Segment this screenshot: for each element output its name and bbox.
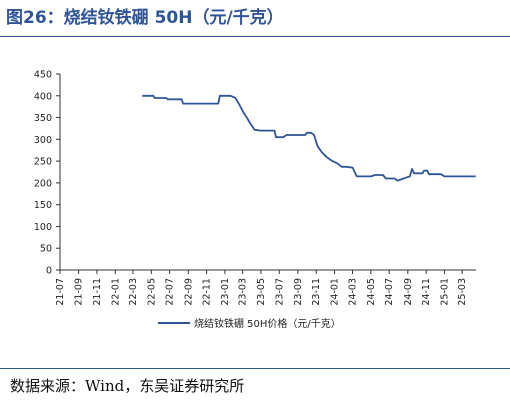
y-tick-label: 0: [46, 266, 52, 277]
x-tick-label: 23-09: [293, 278, 304, 306]
x-tick-label: 23-03: [238, 278, 249, 306]
y-tick-label: 100: [34, 222, 52, 233]
y-tick-label: 300: [34, 135, 52, 146]
x-tick-label: 24-11: [421, 278, 432, 306]
x-tick-label: 22-07: [165, 278, 176, 306]
x-tick-label: 21-07: [55, 278, 66, 306]
x-tick-label: 24-01: [330, 278, 341, 306]
x-tick-label: 24-03: [348, 278, 359, 306]
x-tick-label: 22-05: [146, 278, 157, 306]
x-tick-label: 22-09: [183, 278, 194, 306]
legend-label: 烧结钕铁硼 50H价格（元/千克）: [194, 317, 341, 330]
x-tick-label: 24-07: [384, 278, 395, 306]
top-rule: [0, 36, 510, 37]
y-tick-label: 250: [34, 157, 52, 168]
x-tick-label: 23-01: [220, 278, 231, 306]
price-series-line: [142, 94, 476, 182]
x-tick-label: 22-01: [110, 278, 121, 306]
y-tick-label: 200: [34, 178, 52, 189]
x-tick-label: 24-09: [403, 278, 414, 306]
x-tick-label: 22-11: [202, 278, 213, 306]
x-tick-label: 23-07: [274, 278, 285, 306]
x-tick-label: 25-03: [457, 278, 468, 306]
series-layer: [142, 94, 476, 182]
y-tick-label: 150: [34, 200, 52, 211]
x-tick-label: 21-09: [74, 278, 85, 306]
x-axis: 21-07 21-09 21-11 22-01 22-03 22-05 22-07 22-09…: [55, 269, 476, 306]
x-tick-label: 22-03: [128, 278, 139, 306]
x-tick-label: 23-05: [256, 278, 267, 306]
y-tick-label: 450: [34, 70, 52, 81]
legend: 烧结钕铁硼 50H价格（元/千克）: [158, 317, 341, 330]
x-tick-label: 21-11: [92, 278, 103, 306]
y-tick-label: 400: [34, 91, 52, 102]
x-tick-label: 24-05: [366, 278, 377, 306]
y-tick-label: 350: [34, 113, 52, 124]
source-note: 数据来源：Wind，东吴证券研究所: [10, 377, 245, 395]
y-tick-label: 50: [40, 244, 52, 255]
y-axis: 0 50 100 150 200 250 300 350 400 450: [34, 70, 61, 277]
x-tick-label: 23-11: [311, 278, 322, 306]
x-tick-label: 25-01: [439, 278, 450, 306]
bottom-rule: [0, 368, 510, 369]
figure-title: 图26：烧结钕铁硼 50H（元/千克）: [6, 8, 284, 28]
